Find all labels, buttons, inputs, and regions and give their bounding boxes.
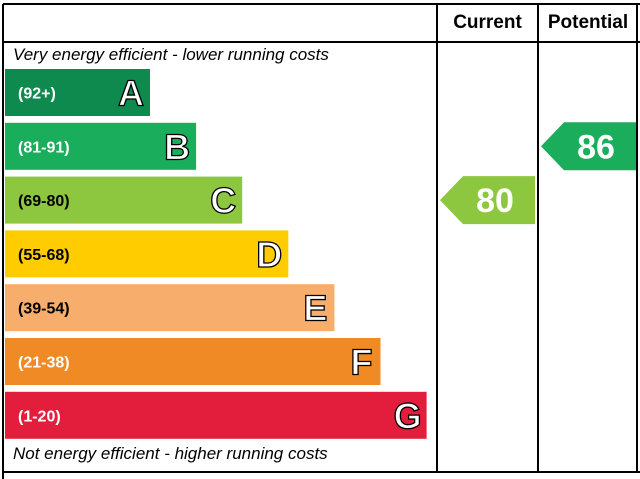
potential-rating-arrow-shape — [541, 122, 636, 171]
band-bar — [5, 391, 427, 439]
band-range: (69-80) — [18, 193, 70, 210]
band-bar — [5, 230, 289, 278]
band-a: (92+) A — [5, 69, 150, 116]
potential-rating-arrow-value: 86 — [577, 128, 615, 166]
band-range: (81-91) — [18, 139, 70, 156]
band-bar — [5, 122, 197, 170]
potential-header: Potential — [547, 12, 629, 33]
band-g: (1-20) G — [5, 391, 427, 439]
band-b: (81-91) B — [5, 122, 197, 170]
band-bar — [5, 176, 243, 224]
band-bar — [5, 284, 335, 332]
band-range: (21-38) — [18, 355, 70, 372]
band-range: (39-54) — [18, 301, 70, 318]
band-d: (55-68) D — [5, 230, 289, 278]
frame — [2, 3, 640, 479]
band-letter: D — [256, 234, 282, 275]
current-rating-arrow-value: 80 — [476, 182, 514, 220]
inefficient-note: Not energy efficient - higher running co… — [13, 444, 328, 463]
band-letter: F — [351, 342, 373, 383]
potential-rating-arrow: 86 — [541, 122, 636, 171]
band-letter: C — [210, 180, 236, 221]
band-range: (1-20) — [18, 408, 61, 425]
rating-bands: (92+) A (81-91) B (69-80) C (55-68) D (39-54) E (2… — [5, 69, 427, 439]
band-range: (55-68) — [18, 247, 70, 264]
band-letter: G — [394, 395, 422, 436]
band-letter: A — [118, 73, 144, 114]
band-c: (69-80) C — [5, 176, 243, 224]
band-letter: E — [303, 288, 327, 329]
band-letter: B — [164, 126, 190, 167]
band-e: (39-54) E — [5, 284, 335, 332]
rating-arrows: 80 86 — [440, 122, 636, 225]
band-bar — [5, 338, 381, 385]
band-range: (92+) — [18, 86, 56, 103]
band-f: (21-38) F — [5, 338, 381, 385]
current-header: Current — [453, 12, 522, 33]
current-rating-arrow: 80 — [440, 176, 535, 225]
efficient-note: Very energy efficient - lower running co… — [13, 45, 329, 64]
band-bar — [5, 69, 150, 116]
current-rating-arrow-shape — [440, 176, 535, 225]
